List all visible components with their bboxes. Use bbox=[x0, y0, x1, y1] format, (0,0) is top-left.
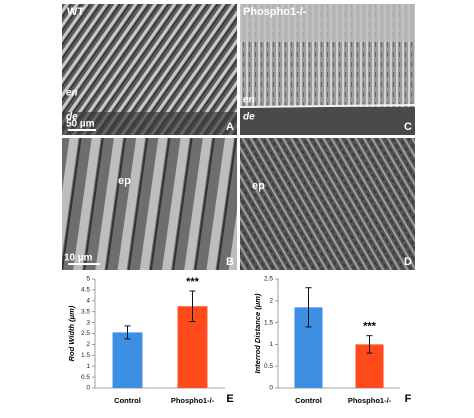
x-tick-label: Control bbox=[114, 396, 141, 405]
panel-letter: D bbox=[404, 256, 412, 268]
y-tick-label: 2 bbox=[86, 341, 90, 348]
y-tick-label: 4.5 bbox=[81, 287, 90, 294]
panel-text: ep bbox=[252, 180, 265, 192]
sem-image-dentin bbox=[240, 107, 415, 135]
sem-image-surface bbox=[240, 4, 415, 42]
y-tick-label: 0.5 bbox=[81, 374, 90, 381]
dej-line bbox=[239, 104, 416, 108]
y-tick-label: 3 bbox=[86, 319, 90, 326]
panel-text: de bbox=[66, 112, 78, 123]
y-tick-label: 2.5 bbox=[81, 330, 90, 337]
y-tick-label: 1.5 bbox=[264, 319, 273, 326]
panel-letter: B bbox=[226, 256, 234, 268]
y-tick-label: 5 bbox=[86, 276, 90, 283]
sem-image bbox=[62, 138, 237, 270]
y-tick-label: 0 bbox=[269, 385, 273, 392]
y-tick-label: 4 bbox=[86, 298, 90, 305]
panel-text: 10 µm bbox=[64, 253, 93, 264]
panel-letter: C bbox=[404, 121, 412, 133]
panel-text: Phospho1-/- bbox=[243, 6, 307, 18]
panel-letter: F bbox=[405, 393, 412, 405]
panel-text: ep bbox=[118, 175, 131, 187]
y-axis-label: Interrod Distance (μm) bbox=[253, 293, 262, 373]
x-tick-label: Control bbox=[295, 396, 322, 405]
panel-letter: E bbox=[226, 393, 233, 405]
panel-text: 50 µm bbox=[66, 119, 95, 130]
panel-text: en bbox=[243, 95, 255, 106]
y-tick-label: 0.5 bbox=[264, 363, 273, 370]
panel-text: de bbox=[243, 112, 255, 123]
y-tick-label: 1.5 bbox=[81, 352, 90, 359]
y-tick-label: 0 bbox=[86, 385, 90, 392]
x-tick-label: Phospho1-/- bbox=[171, 396, 215, 405]
x-tick-label: Phospho1-/- bbox=[348, 396, 392, 405]
panel-letter: A bbox=[226, 121, 234, 133]
bar bbox=[112, 332, 143, 388]
sem-image bbox=[240, 138, 415, 270]
y-tick-label: 2.5 bbox=[264, 276, 273, 283]
y-tick-label: 3.5 bbox=[81, 308, 90, 315]
y-tick-label: 1 bbox=[269, 341, 273, 348]
significance: *** bbox=[363, 321, 377, 333]
significance: *** bbox=[186, 276, 200, 288]
y-tick-label: 1 bbox=[86, 363, 90, 370]
panel-text: WT bbox=[67, 6, 84, 18]
y-axis-label: Rod Width (μm) bbox=[67, 305, 76, 361]
y-tick-label: 2 bbox=[269, 298, 273, 305]
panel-text: en bbox=[66, 88, 78, 99]
sem-image-dentin bbox=[62, 112, 237, 135]
